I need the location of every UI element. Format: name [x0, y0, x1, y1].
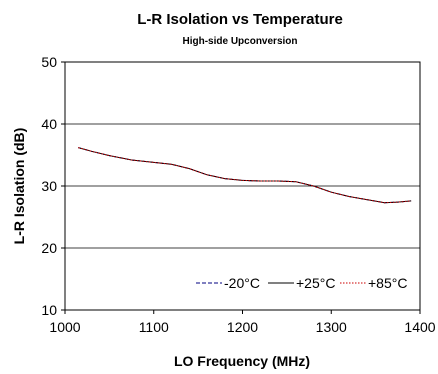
x-tick-label: 1400: [404, 319, 435, 335]
x-tick-label: 1100: [139, 319, 169, 335]
gridlines: [65, 123, 420, 249]
chart-subtitle: High-side Upconversion: [182, 36, 297, 47]
y-tick-label: 10: [41, 302, 57, 318]
series-line-2: [78, 147, 412, 204]
chart-title: L-R Isolation vs Temperature: [137, 11, 343, 28]
x-tick-label: 1300: [316, 319, 347, 335]
y-tick-label: 20: [41, 240, 57, 256]
data-series: [78, 147, 412, 204]
legend: -20°C +25°C +85°C: [196, 275, 407, 291]
axis-ticks: 10 20 30 40 50 1000 1100 1200 1300 1400: [41, 54, 435, 335]
y-axis-label: L-R Isolation (dB): [11, 128, 27, 245]
series-line-0: [78, 147, 412, 204]
legend-label-plus25: +25°C: [296, 275, 335, 291]
series-line-1: [78, 147, 412, 204]
legend-label-plus85: +85°C: [368, 275, 407, 291]
x-axis-label: LO Frequency (MHz): [174, 353, 310, 369]
x-tick-label: 1000: [49, 319, 80, 335]
y-tick-label: 30: [41, 178, 57, 194]
y-tick-label: 50: [41, 54, 57, 70]
x-tick-label: 1200: [227, 319, 258, 335]
legend-label-minus20: -20°C: [224, 275, 260, 291]
y-tick-label: 40: [41, 116, 57, 132]
